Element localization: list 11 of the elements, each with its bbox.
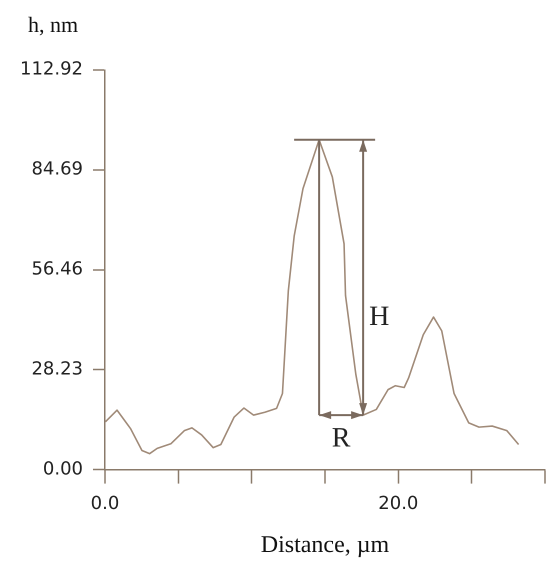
- y-tick-label: 84.69: [31, 158, 83, 180]
- x-tick-label: 0.0: [90, 493, 120, 514]
- x-axis-title: Distance, µm: [260, 532, 390, 558]
- annotation: R: [332, 422, 351, 454]
- y-tick-label: 0.00: [42, 458, 83, 480]
- y-tick-label: 112.92: [20, 58, 83, 80]
- x-tick-label: 20.0: [378, 493, 418, 514]
- y-axis-title: h, nm: [28, 12, 78, 38]
- y-tick-label: 28.23: [31, 358, 83, 380]
- y-tick-label: 56.46: [31, 258, 83, 280]
- annotation: H: [369, 300, 390, 332]
